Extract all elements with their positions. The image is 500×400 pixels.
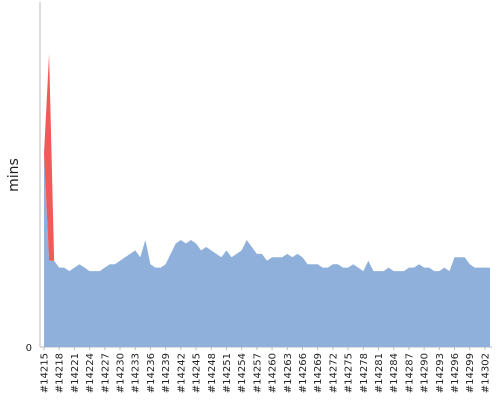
x-tick-label: #14251 (222, 353, 233, 393)
x-tick-label: #14260 (268, 353, 279, 393)
x-tick-label: #14218 (55, 353, 66, 393)
area-series-group (44, 53, 490, 347)
x-tick-label: #14236 (146, 353, 157, 393)
y-tick-label-0: 0 (26, 343, 32, 354)
area-series-1 (44, 53, 490, 272)
area-series-0 (44, 153, 490, 347)
x-tick-label: #14254 (237, 353, 248, 393)
x-tick-label: #14302 (480, 353, 491, 393)
x-tick-label: #14299 (465, 353, 476, 393)
x-tick-label: #14224 (85, 353, 96, 393)
x-tick-label: #14245 (192, 353, 203, 393)
x-tick-label: #14287 (404, 353, 415, 393)
x-tick-label: #14290 (420, 353, 431, 393)
x-tick-label: #14242 (176, 353, 187, 393)
x-tick-label: #14239 (161, 353, 172, 393)
x-tick-label: #14227 (100, 353, 111, 393)
x-tick-label: #14293 (435, 353, 446, 393)
x-tick-label: #14263 (283, 353, 294, 393)
x-tick-label: #14230 (116, 353, 127, 393)
x-tick-label: #14278 (359, 353, 370, 393)
x-tick-label: #14275 (344, 353, 355, 393)
y-axis-label: mins (6, 158, 22, 192)
x-tick-label: #14266 (298, 353, 309, 393)
x-tick-label: #14233 (131, 353, 142, 393)
x-tick-label: #14248 (207, 353, 218, 393)
x-tick-label: #14296 (450, 353, 461, 393)
x-tick-label: #14221 (70, 353, 81, 393)
x-tick-label: #14272 (328, 353, 339, 393)
x-tick-labels: #14215 #14218 #14221 #14224 #14227 #14230 #142… (40, 347, 491, 393)
x-tick-label: #14281 (374, 353, 385, 393)
x-tick-label: #14284 (389, 353, 400, 393)
x-tick-label: #14257 (252, 353, 263, 393)
x-tick-label: #14269 (313, 353, 324, 393)
x-tick-label: #14215 (40, 353, 51, 393)
